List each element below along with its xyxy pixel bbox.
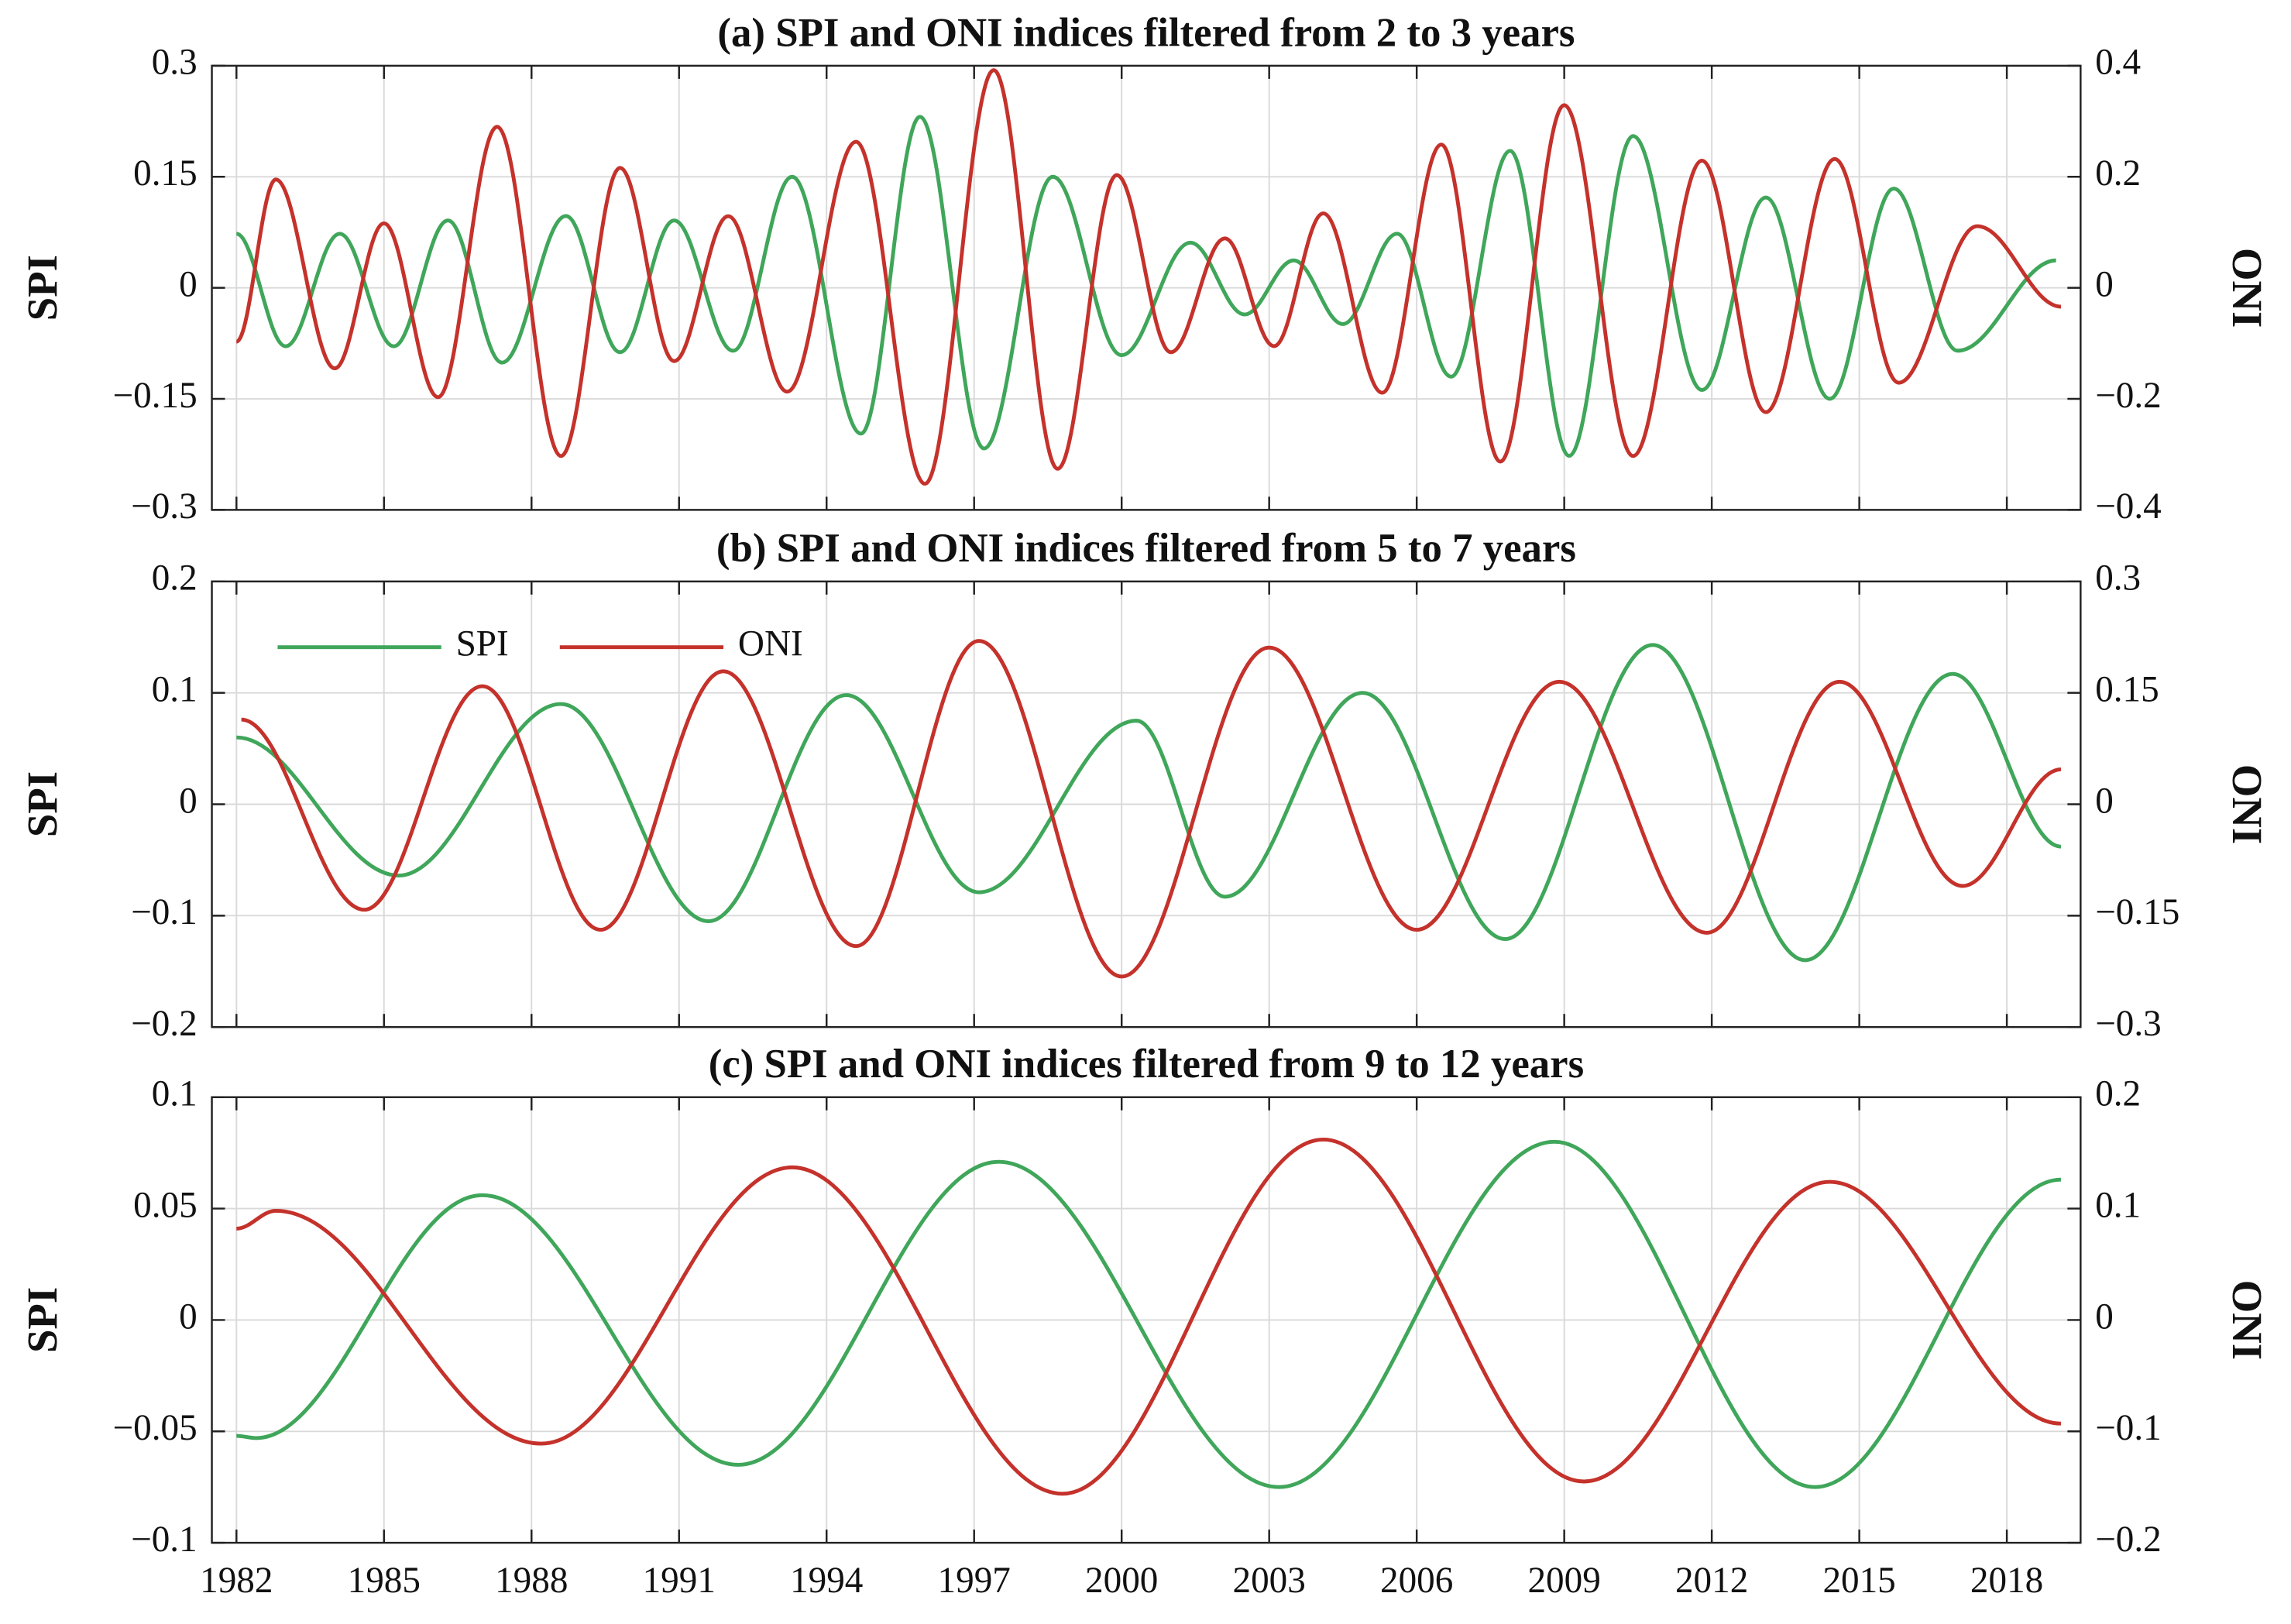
x-tick-label: 1988 — [495, 1560, 568, 1601]
y2-tick-label: −0.3 — [2095, 1004, 2162, 1044]
chart-title: (b) SPI and ONI indices filtered from 5 … — [716, 526, 1576, 571]
x-tick-label: 2009 — [1527, 1560, 1600, 1601]
y2-tick-label: −0.4 — [2095, 486, 2162, 527]
y2-tick-label: 0.4 — [2095, 43, 2141, 83]
x-tick-label: 2006 — [1380, 1560, 1453, 1601]
y-tick-label: 0.2 — [152, 558, 198, 599]
y2-tick-label: 0 — [2095, 1296, 2114, 1337]
y2-tick-label: 0.2 — [2095, 1074, 2141, 1114]
y2-axis-label: ONI — [2224, 1280, 2271, 1360]
series-line — [236, 643, 2062, 963]
y-tick-label: 0 — [179, 264, 198, 304]
y2-tick-label: 0.2 — [2095, 153, 2141, 194]
series-line — [236, 1139, 2061, 1489]
y2-tick-label: −0.2 — [2095, 376, 2162, 416]
y-tick-label: −0.1 — [131, 892, 198, 932]
y-tick-label: −0.2 — [131, 1004, 198, 1044]
x-tick-label: 2018 — [1970, 1560, 2043, 1601]
y-tick-label: 0.1 — [152, 1074, 198, 1114]
y-tick-label: −0.05 — [113, 1408, 198, 1448]
y2-tick-label: 0.1 — [2095, 1185, 2141, 1225]
y2-tick-label: −0.1 — [2095, 1408, 2162, 1448]
x-tick-label: 1994 — [790, 1560, 863, 1601]
x-tick-label: 2015 — [1822, 1560, 1895, 1601]
y2-axis-label: ONI — [2224, 764, 2271, 844]
x-tick-label: 1991 — [643, 1560, 716, 1601]
y-tick-label: −0.1 — [131, 1519, 198, 1560]
y-axis-label: SPI — [19, 255, 66, 321]
x-tick-label: 1985 — [348, 1560, 421, 1601]
y2-tick-label: 0.15 — [2095, 669, 2159, 709]
y-tick-label: 0.3 — [152, 43, 198, 83]
y2-tick-label: −0.15 — [2095, 892, 2179, 932]
series-line — [235, 115, 2056, 458]
legend-label: SPI — [456, 624, 509, 664]
y2-tick-label: 0 — [2095, 264, 2114, 304]
series-line — [241, 639, 2062, 979]
y-tick-label: −0.15 — [113, 376, 198, 416]
y2-tick-label: 0 — [2095, 781, 2114, 821]
chart-title: (c) SPI and ONI indices filtered from 9 … — [709, 1042, 1584, 1087]
x-tick-label: 1997 — [938, 1560, 1011, 1601]
x-tick-label: 1982 — [200, 1560, 273, 1601]
x-tick-label: 2000 — [1085, 1560, 1158, 1601]
chart-title: (a) SPI and ONI indices filtered from 2 … — [717, 10, 1575, 55]
series-line — [235, 68, 2062, 486]
y-tick-label: −0.3 — [131, 486, 198, 527]
y-tick-label: 0.1 — [152, 669, 198, 709]
legend-label: ONI — [738, 624, 803, 664]
y-tick-label: 0 — [179, 1296, 198, 1337]
x-tick-label: 2012 — [1675, 1560, 1748, 1601]
series-line — [235, 1137, 2061, 1496]
y-tick-label: 0 — [179, 781, 198, 821]
x-tick-label: 2003 — [1233, 1560, 1306, 1601]
y-axis-label: SPI — [19, 1287, 66, 1353]
y-tick-label: 0.15 — [133, 153, 198, 194]
y-tick-label: 0.05 — [133, 1185, 198, 1225]
y2-axis-label: ONI — [2224, 248, 2271, 328]
y2-tick-label: −0.2 — [2095, 1519, 2162, 1560]
y2-tick-label: 0.3 — [2095, 558, 2141, 599]
y-axis-label: SPI — [19, 771, 66, 837]
